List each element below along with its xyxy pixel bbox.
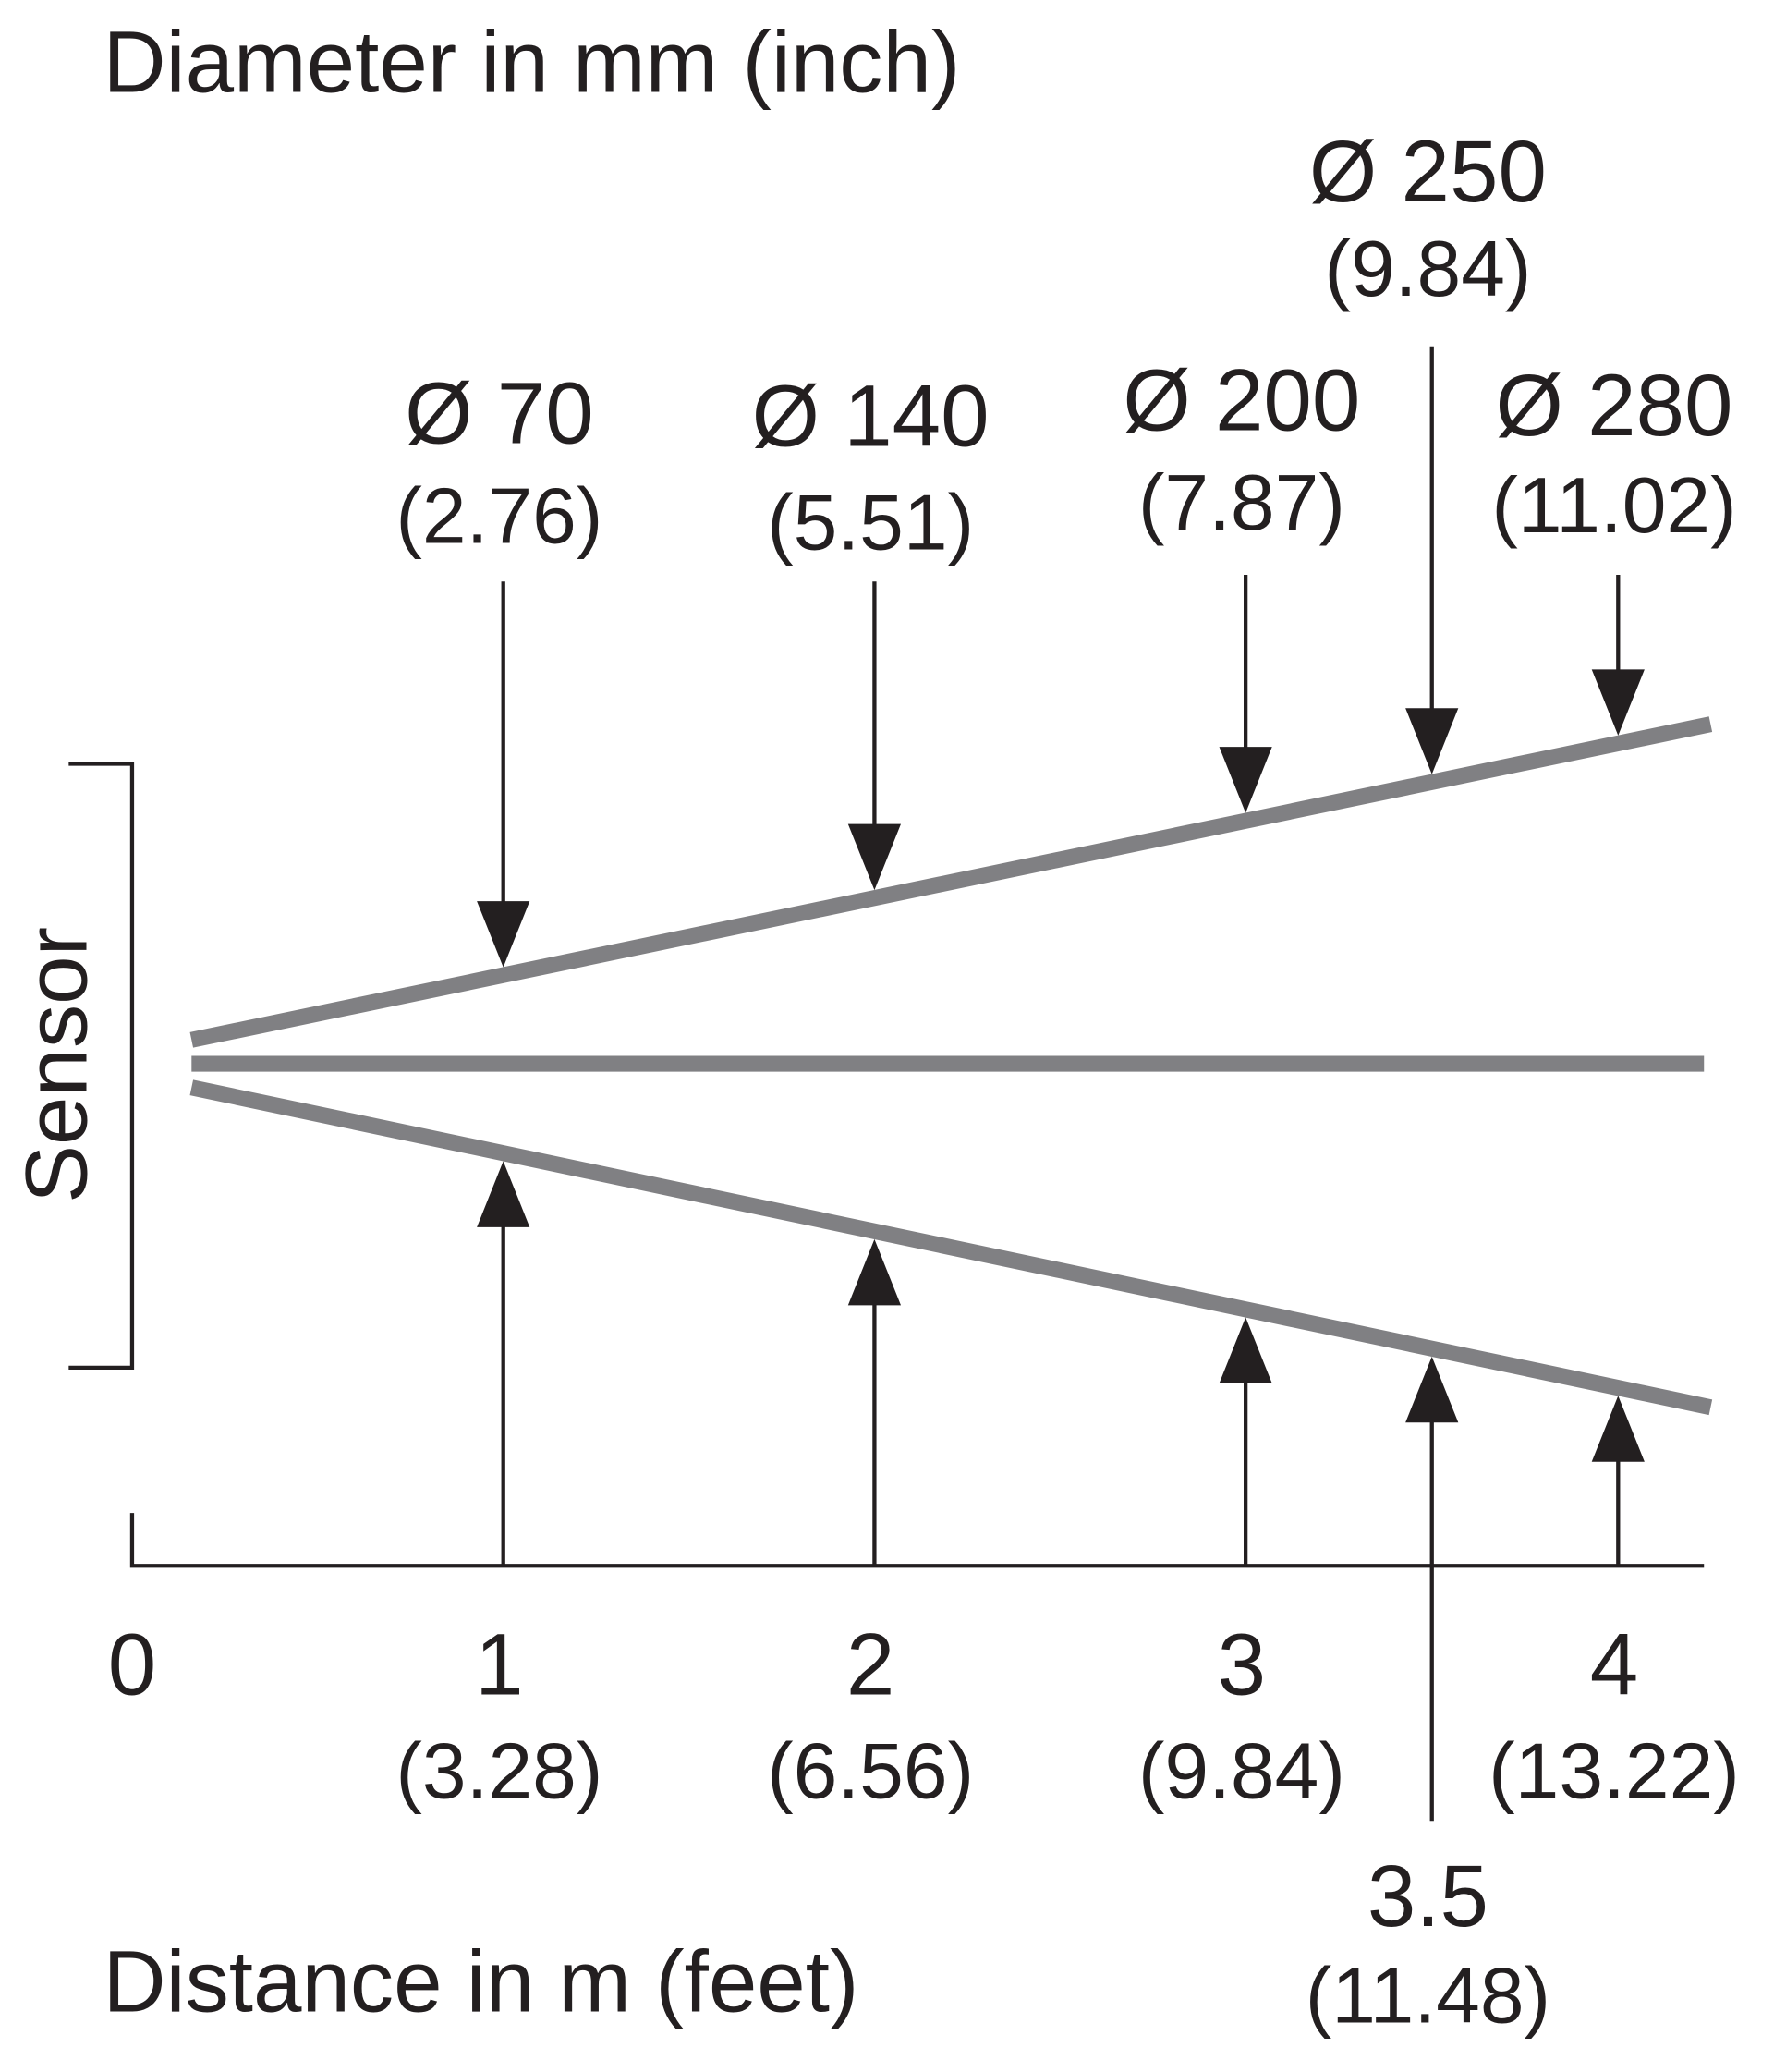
- distance-axis: [129, 1513, 1705, 1568]
- diameter-label: Ø 70: [405, 365, 594, 462]
- distance-feet-label: (13.22): [1488, 1727, 1740, 1816]
- distance-feet-label: (6.56): [767, 1727, 974, 1816]
- arrow-head: [477, 1161, 530, 1227]
- diameter-label: Ø 280: [1496, 357, 1733, 454]
- beam-lower: [189, 1079, 1713, 1416]
- distance-label: 3.5: [1367, 1847, 1488, 1944]
- beam-upper: [189, 716, 1713, 1048]
- diameter-inch-label: (11.02): [1491, 461, 1736, 550]
- diameter-inch-label: (7.87): [1138, 458, 1345, 547]
- diameter-label: Ø 250: [1309, 123, 1547, 220]
- arrow-head: [847, 1238, 902, 1306]
- diameter-inch-label: (9.84): [1324, 225, 1531, 313]
- distance-label: 1: [475, 1616, 523, 1713]
- arrow-head: [1219, 747, 1272, 813]
- distance-label: 4: [1590, 1616, 1638, 1713]
- distance-label: 2: [846, 1616, 894, 1713]
- arrow-head: [477, 901, 530, 968]
- sensor-bracket: [68, 762, 135, 1370]
- arrow-head: [847, 823, 902, 891]
- markers: Ø 70 (2.76) 1 (3.28) Ø 140 (5.51) 2 (6.56) Ø 200…: [395, 123, 1740, 2041]
- distance-feet-label: (11.48): [1306, 1952, 1550, 2041]
- arrow-head: [1405, 708, 1459, 774]
- arrow-head: [1219, 1317, 1272, 1383]
- arrow-head: [1591, 669, 1645, 736]
- diagram-title: Diameter in mm (inch): [103, 13, 961, 110]
- diameter-label: Ø 200: [1123, 351, 1360, 448]
- x-axis-label: Distance in m (feet): [103, 1933, 859, 2030]
- distance-feet-label: (3.28): [395, 1727, 602, 1816]
- origin-label: 0: [108, 1616, 156, 1713]
- arrow-head: [1591, 1396, 1645, 1462]
- distance-label: 3: [1218, 1616, 1266, 1713]
- arrow-head: [1405, 1356, 1459, 1423]
- distance-feet-label: (9.84): [1138, 1727, 1345, 1816]
- diameter-inch-label: (2.76): [395, 472, 602, 561]
- diameter-inch-label: (5.51): [767, 479, 974, 567]
- sensor-label: Sensor: [8, 927, 105, 1203]
- diameter-label: Ø 140: [752, 368, 990, 465]
